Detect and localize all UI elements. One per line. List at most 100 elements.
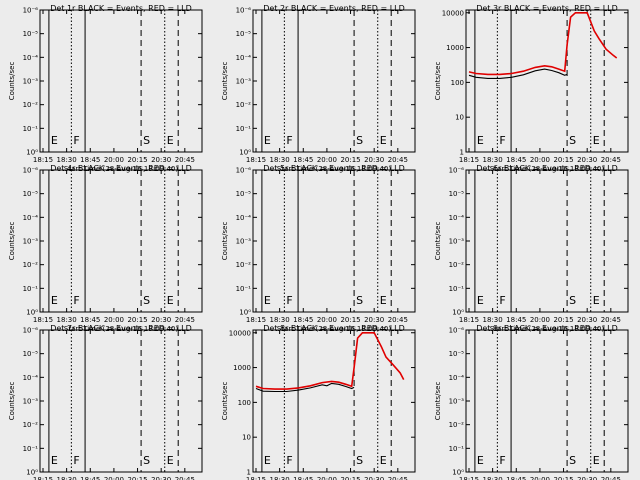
x-tick-label: 18:15: [33, 476, 53, 480]
y-tick-label: 10⁻⁶: [236, 7, 252, 15]
panel-det-3: Det 3r BLACK = Events, RED = LLD 10000 100…: [434, 4, 629, 173]
marker-label: F: [499, 294, 505, 307]
x-tick-label: 18:15: [246, 476, 266, 480]
x-tick-label: 20:45: [175, 476, 195, 480]
marker-label: E: [264, 294, 271, 307]
y-tick-label: 10⁰: [26, 309, 38, 317]
y-tick-label: 10⁻⁴: [449, 214, 465, 222]
y-tick-label: 1: [460, 149, 464, 157]
x-tick-label: 20:30: [364, 476, 384, 480]
plot-frame: [465, 9, 629, 153]
x-tick-label: 18:45: [80, 316, 100, 324]
marker-label: E: [477, 134, 484, 147]
marker-label: S: [356, 454, 363, 467]
marker-label: E: [167, 134, 174, 147]
x-tick-label: 20:00: [104, 476, 124, 480]
plot-frame: [252, 329, 416, 473]
y-tick-label: 10000: [229, 329, 251, 337]
x-tick-label: 18:30: [57, 156, 77, 164]
x-tick-label: 18:45: [293, 156, 313, 164]
x-tick-label: 18:30: [483, 316, 503, 324]
x-tick-label: 18:15: [246, 156, 266, 164]
x-axis-label: Start Time (28-Aug-16 18:09:40): [277, 325, 391, 333]
x-tick-label: 18:15: [459, 156, 479, 164]
x-tick-label: 18:30: [270, 156, 290, 164]
marker-label: E: [380, 294, 387, 307]
marker-label: E: [593, 294, 600, 307]
x-tick-label: 18:45: [293, 476, 313, 480]
x-tick-label: 18:15: [33, 316, 53, 324]
x-tick-label: 18:45: [80, 156, 100, 164]
y-tick-label: 10⁰: [452, 469, 464, 477]
y-tick-label: 10⁻³: [236, 238, 252, 246]
y-tick-label: 10⁰: [26, 149, 38, 157]
y-axis-label: Counts/sec: [434, 62, 442, 101]
y-tick-label: 10⁻²: [23, 101, 39, 109]
y-tick-label: 10⁻²: [449, 261, 465, 269]
y-tick-label: 10⁻⁵: [449, 190, 465, 198]
x-tick-label: 18:30: [270, 476, 290, 480]
x-tick-label: 20:30: [577, 476, 597, 480]
y-tick-label: 10⁻¹: [23, 285, 39, 293]
marker-label: F: [73, 294, 79, 307]
x-tick-label: 20:15: [553, 316, 573, 324]
y-tick-label: 10⁻³: [449, 398, 465, 406]
y-tick-label: 10⁻⁴: [23, 214, 39, 222]
x-tick-label: 18:15: [33, 156, 53, 164]
x-tick-label: 20:00: [317, 316, 337, 324]
y-tick-label: 10: [455, 114, 464, 122]
marker-label: F: [286, 134, 292, 147]
x-tick-label: 20:45: [175, 316, 195, 324]
x-axis-label: Start Time (28-Aug-16 18:09:40): [490, 165, 604, 173]
panel-title: Det 5r BLACK = Events, RED = LLD: [263, 164, 405, 173]
x-tick-label: 20:30: [577, 156, 597, 164]
marker-label: E: [51, 454, 58, 467]
marker-label: S: [356, 294, 363, 307]
y-axis-label: Counts/sec: [8, 222, 16, 261]
y-tick-label: 10⁻¹: [236, 285, 252, 293]
x-tick-label: 18:15: [246, 316, 266, 324]
y-tick-label: 10⁰: [26, 469, 38, 477]
y-tick-label: 10⁻⁴: [23, 54, 39, 62]
marker-label: S: [569, 134, 576, 147]
marker-label: S: [143, 454, 150, 467]
panel-det-8: Det 8r BLACK = Events, RED = LLD 10000 100…: [221, 324, 416, 480]
x-tick-label: 20:15: [340, 476, 360, 480]
marker-label: S: [569, 294, 576, 307]
marker-label: F: [73, 134, 79, 147]
y-tick-label: 10000: [442, 9, 464, 17]
x-tick-label: 20:30: [151, 476, 171, 480]
panel-det-5: Det 5r BLACK = Events, RED = LLD 10⁻⁶ 10⁻⁵…: [221, 164, 416, 333]
marker-label: E: [477, 294, 484, 307]
x-tick-label: 18:15: [459, 476, 479, 480]
y-tick-label: 10⁻¹: [236, 125, 252, 133]
x-tick-label: 20:00: [530, 476, 550, 480]
panel-title: Det 3r BLACK = Events, RED = LLD: [476, 4, 618, 13]
y-tick-label: 10⁻²: [236, 261, 252, 269]
x-tick-label: 20:45: [601, 156, 621, 164]
series-lld: [468, 12, 618, 76]
x-tick-label: 20:15: [127, 476, 147, 480]
x-tick-label: 20:15: [553, 156, 573, 164]
x-tick-label: 20:45: [601, 316, 621, 324]
y-tick-label: 10⁰: [239, 309, 251, 317]
y-tick-label: 10⁰: [452, 309, 464, 317]
x-tick-label: 18:45: [80, 476, 100, 480]
y-tick-label: 10⁻⁵: [23, 190, 39, 198]
y-tick-label: 10⁻¹: [449, 285, 465, 293]
y-axis-label: Counts/sec: [434, 382, 442, 421]
y-tick-label: 10⁻⁴: [449, 374, 465, 382]
series-lld: [255, 331, 405, 390]
panel-title: Det 2r BLACK = Events, RED = LLD: [263, 4, 405, 13]
y-tick-label: 10⁻⁵: [23, 350, 39, 358]
x-tick-label: 18:30: [483, 156, 503, 164]
y-tick-label: 1: [247, 469, 251, 477]
y-axis-label: Counts/sec: [221, 382, 229, 421]
x-tick-label: 20:15: [127, 316, 147, 324]
x-tick-label: 20:15: [553, 476, 573, 480]
y-tick-label: 10: [242, 434, 251, 442]
y-tick-label: 10⁻⁶: [236, 167, 252, 175]
y-tick-label: 10⁻²: [23, 421, 39, 429]
marker-label: E: [51, 134, 58, 147]
